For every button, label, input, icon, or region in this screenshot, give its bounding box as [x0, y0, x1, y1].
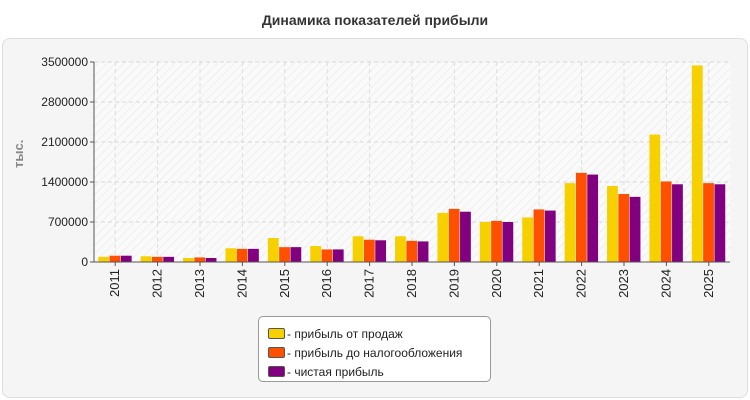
x-tick-label: 2015 [277, 269, 292, 298]
bars [98, 65, 726, 262]
legend-label-sales: - прибыль от продаж [287, 326, 403, 341]
x-tick-label: 2020 [489, 269, 504, 298]
bar-sales-2021 [522, 217, 534, 262]
x-tick-label: 2018 [404, 269, 419, 298]
bar-net-2020 [502, 222, 514, 262]
bar-sales-2011 [98, 256, 110, 262]
bar-sales-2014 [225, 248, 237, 262]
bar-net-2023 [629, 196, 641, 262]
bar-sales-2022 [564, 183, 576, 262]
x-tick-label: 2024 [658, 269, 673, 298]
bar-net-2016 [332, 249, 344, 262]
y-tick-label: 0 [81, 255, 88, 269]
x-tick-label: 2016 [319, 269, 334, 298]
bar-pretax-2013 [194, 257, 206, 262]
legend-item-pretax: - прибыль до налогообложения [268, 343, 490, 362]
bar-sales-2012 [140, 256, 152, 262]
x-tick-label: 2017 [362, 269, 377, 298]
bar-net-2025 [714, 184, 726, 262]
y-tick-labels: 3500000 2800000 2100000 1400000 700000 0 [41, 55, 94, 269]
bar-sales-2018 [395, 236, 406, 262]
x-tick-label: 2011 [107, 269, 122, 297]
x-tick-label: 2019 [446, 269, 461, 298]
y-tick-label: 1400000 [41, 175, 88, 189]
x-tick-label: 2012 [150, 269, 165, 298]
bar-sales-2015 [267, 238, 279, 262]
bar-net-2015 [290, 247, 302, 262]
x-tick-label: 2013 [192, 269, 207, 298]
bar-sales-2024 [649, 134, 661, 262]
legend-swatch-sales [268, 328, 285, 339]
x-tick-label: 2025 [701, 269, 716, 298]
bar-net-2017 [375, 240, 387, 262]
bar-pretax-2014 [236, 248, 248, 262]
chart-title: Динамика показателей прибыли [261, 12, 489, 28]
bar-pretax-2023 [618, 194, 630, 262]
y-tick-label: 700000 [48, 215, 88, 229]
legend-label-net: - чистая прибыль [287, 364, 384, 379]
y-tick-label: 2800000 [41, 95, 88, 109]
y-tick-label: 3500000 [41, 55, 88, 69]
bar-net-2022 [587, 174, 599, 262]
bar-net-2019 [460, 211, 471, 262]
bar-pretax-2011 [109, 255, 121, 262]
bar-net-2018 [417, 241, 429, 262]
bar-net-2013 [205, 258, 217, 262]
bar-pretax-2018 [406, 240, 418, 262]
bar-pretax-2021 [533, 209, 545, 262]
bar-pretax-2022 [575, 172, 587, 262]
x-tick-label: 2023 [616, 269, 631, 298]
bar-pretax-2025 [703, 183, 714, 262]
bar-net-2021 [544, 210, 556, 262]
bar-pretax-2020 [491, 220, 502, 262]
bar-net-2024 [672, 184, 683, 262]
bar-sales-2023 [607, 186, 618, 262]
legend-swatch-net [268, 366, 285, 377]
x-tick-label: 2022 [574, 269, 589, 298]
bar-sales-2025 [691, 65, 703, 262]
bar-pretax-2015 [279, 247, 290, 262]
y-tick-label: 2100000 [41, 135, 88, 149]
bar-pretax-2017 [363, 239, 375, 262]
bar-net-2012 [163, 256, 175, 262]
bar-sales-2017 [352, 236, 364, 262]
legend-label-pretax: - прибыль до налогообложения [287, 345, 463, 360]
legend-item-net: - чистая прибыль [268, 362, 490, 381]
x-tick-label: 2021 [531, 269, 546, 298]
bar-pretax-2024 [660, 181, 672, 262]
bar-pretax-2019 [448, 208, 460, 262]
legend-item-sales: - прибыль от продаж [268, 324, 490, 343]
bar-net-2014 [248, 248, 259, 262]
x-tick-labels: 2011 2012 2013 2014 2015 2016 2017 2018 2019 2020… [107, 262, 716, 298]
bar-sales-2020 [479, 222, 491, 262]
bar-sales-2019 [437, 212, 449, 262]
x-tick-label: 2014 [234, 269, 249, 298]
bar-sales-2016 [310, 246, 322, 262]
bar-sales-2013 [183, 258, 194, 262]
bar-net-2011 [120, 255, 132, 262]
bar-pretax-2012 [151, 256, 163, 262]
bar-pretax-2016 [321, 249, 333, 262]
grid-lines [94, 61, 730, 262]
legend-swatch-pretax [268, 347, 285, 358]
legend: - прибыль от продаж - прибыль до налогоо… [258, 316, 491, 382]
